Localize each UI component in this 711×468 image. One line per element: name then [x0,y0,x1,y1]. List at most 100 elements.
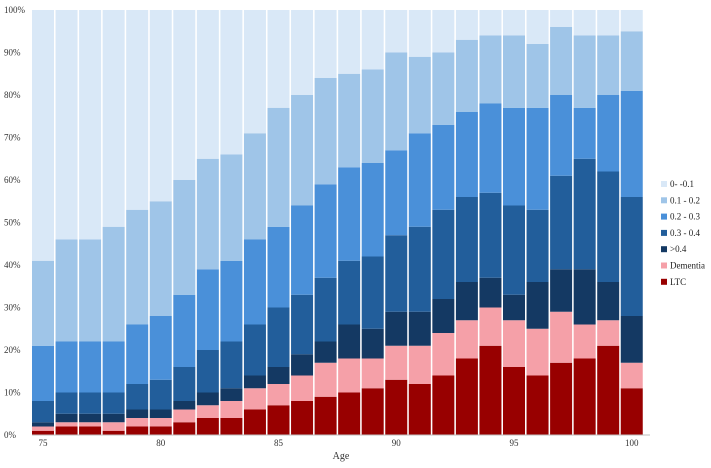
bar-segment-0-0-1-age-99 [597,10,620,36]
bar-segment-0-4-age-89 [361,328,384,359]
bar-segment-dementia-age-88 [338,358,361,393]
bar-segment-dementia-age-82 [196,405,219,418]
x-tick-label: 90 [392,438,402,448]
bar-segment-0-2-0-3-age-76 [55,341,78,393]
legend-label-0-3-0-4: 0.3 - 0.4 [670,228,700,238]
bar-segment-0-3-0-4-age-77 [79,392,102,414]
bar-segment-0-2-0-3-age-79 [126,324,149,384]
bar-segment-ltc-age-100 [620,388,643,435]
bar-segment-0-3-0-4-age-87 [314,277,337,342]
bar-segment-0-4-age-90 [385,311,408,346]
bar-segment-0-1-0-2-age-91 [408,56,431,134]
legend-label-0-2-0-3: 0.2 - 0.3 [670,212,700,222]
bar-segment-0-4-age-93 [455,282,478,321]
bar-segment-0-4-age-87 [314,341,337,363]
bar-segment-0-3-0-4-age-94 [479,192,502,278]
bar-segment-0-0-1-age-94 [479,10,502,36]
bar-segment-dementia-age-89 [361,358,384,389]
bar-segment-ltc-age-79 [126,426,149,435]
bar-segment-0-0-1-age-77 [79,10,102,240]
bar-segment-dementia-age-94 [479,307,502,346]
bar-segment-0-1-0-2-age-86 [291,95,314,206]
bar-segment-dementia-age-97 [550,311,573,363]
legend-swatch-0-3-0-4 [661,229,667,236]
bar-segment-dementia-age-90 [385,345,408,380]
bar-segment-ltc-age-91 [408,384,431,435]
bar-segment-dementia-age-76 [55,422,78,427]
bar-segment-0-4-age-77 [79,413,102,423]
bar-segment-0-3-0-4-age-82 [196,350,219,393]
bar-segment-0-1-0-2-age-76 [55,239,78,342]
bar-segment-0-2-0-3-age-88 [338,167,361,261]
bar-segment-0-0-1-age-93 [455,10,478,40]
bar-segment-0-1-0-2-age-79 [126,209,149,325]
bar-segment-0-2-0-3-age-83 [220,260,243,342]
bar-segment-0-1-0-2-age-78 [102,226,125,342]
bar-segment-ltc-age-85 [267,405,290,435]
bar-segment-0-0-1-age-75 [32,10,54,261]
y-tick-label: 10% [4,388,21,398]
bar-segment-dementia-age-79 [126,418,149,427]
bar-segment-0-2-0-3-age-80 [149,316,172,380]
bar-segment-ltc-age-99 [597,345,620,435]
bar-segment-0-1-0-2-age-100 [620,31,643,91]
bars-layer [32,10,643,435]
bar-segment-0-0-1-age-87 [314,10,337,78]
x-tick-label: 95 [510,438,520,448]
legend-swatch-ltc [661,278,667,285]
bar-segment-ltc-age-76 [55,426,78,435]
bar-segment-0-3-0-4-age-85 [267,307,290,367]
bar-segment-ltc-age-96 [526,375,549,435]
bar-segment-0-1-0-2-age-96 [526,44,549,108]
y-tick-label: 70% [4,133,21,143]
bar-segment-0-2-0-3-age-77 [79,341,102,393]
bar-segment-0-3-0-4-age-89 [361,256,384,329]
bar-segment-0-2-0-3-age-89 [361,163,384,257]
bar-segment-0-2-0-3-age-97 [550,95,573,176]
bar-segment-0-3-0-4-age-76 [55,392,78,414]
x-tick-label: 80 [156,438,166,448]
bar-segment-0-4-age-80 [149,409,172,418]
bar-segment-0-3-0-4-age-90 [385,235,408,312]
bar-segment-0-4-age-91 [408,311,431,346]
bar-segment-0-1-0-2-age-83 [220,154,243,261]
bar-segment-dementia-age-75 [32,426,54,431]
bar-segment-0-2-0-3-age-87 [314,184,337,278]
bar-segment-0-3-0-4-age-92 [432,209,455,299]
legend-swatch-0-1-0-2 [661,197,667,204]
bar-segment-0-0-1-age-84 [243,10,266,134]
bar-segment-0-3-0-4-age-91 [408,226,431,312]
legend-label-0-1-0-2: 0.1 - 0.2 [670,195,700,205]
bar-segment-0-3-0-4-age-78 [102,392,125,414]
bar-segment-ltc-age-77 [79,426,102,435]
bar-segment-0-1-0-2-age-93 [455,39,478,112]
bar-segment-0-4-age-88 [338,324,361,359]
bar-segment-0-0-1-age-91 [408,10,431,57]
legend: 0- -0.1 0.1 - 0.2 0.2 - 0.3 0.3 - 0.4 >0.4 De… [661,179,705,287]
bar-segment-0-1-0-2-age-75 [32,260,54,346]
bar-segment-0-2-0-3-age-85 [267,226,290,308]
bar-segment-ltc-age-80 [149,426,172,435]
bar-segment-0-0-1-age-100 [620,10,643,32]
bar-segment-dementia-age-91 [408,345,431,384]
bar-segment-dementia-age-83 [220,401,243,418]
bar-segment-ltc-age-84 [243,409,266,435]
bar-segment-0-2-0-3-age-99 [597,95,620,172]
bar-segment-0-4-age-99 [597,282,620,321]
x-tick-label: 85 [274,438,284,448]
bar-segment-0-0-1-age-80 [149,10,172,202]
bar-segment-dementia-age-80 [149,418,172,427]
bar-segment-0-4-age-84 [243,375,266,389]
y-axis-ticks: 0% 10% 20% 30% 40% 50% 60% 70% 80% 90% 100% [4,5,26,440]
bar-segment-0-0-1-age-78 [102,10,125,227]
bar-segment-0-1-0-2-age-89 [361,69,384,163]
bar-segment-ltc-age-86 [291,401,314,435]
legend-swatch-dementia [661,262,667,269]
bar-segment-0-4-age-76 [55,413,78,423]
bar-segment-0-4-age-83 [220,388,243,401]
legend-label-0-0-1: 0- -0.1 [670,179,694,189]
bar-segment-0-4-age-81 [173,401,196,410]
bar-segment-0-4-age-95 [503,294,525,321]
bar-segment-0-1-0-2-age-92 [432,52,455,125]
